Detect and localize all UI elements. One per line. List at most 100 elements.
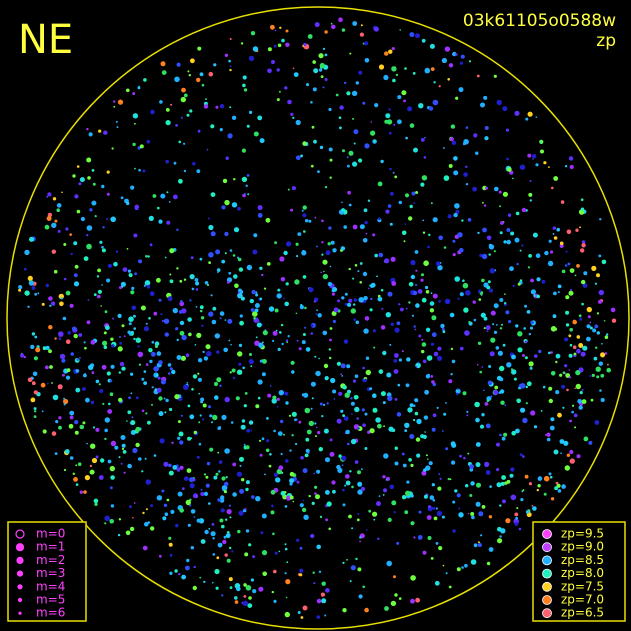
star: [254, 303, 260, 308]
star: [86, 320, 91, 325]
star: [509, 266, 514, 272]
star: [246, 174, 250, 177]
star: [418, 510, 422, 514]
star: [222, 178, 228, 184]
star: [489, 268, 495, 274]
star: [476, 363, 479, 366]
star: [511, 354, 516, 360]
star: [341, 28, 346, 32]
star: [564, 165, 568, 168]
star: [49, 304, 52, 307]
star: [173, 161, 177, 165]
star: [218, 460, 223, 464]
star: [161, 489, 165, 493]
star: [140, 305, 146, 311]
star: [106, 192, 110, 196]
star: [306, 83, 309, 87]
star: [258, 586, 264, 592]
star: [18, 285, 23, 290]
star: [574, 426, 577, 429]
star: [425, 285, 429, 290]
star: [467, 452, 470, 455]
star: [407, 407, 413, 413]
star: [493, 74, 497, 78]
star: [415, 597, 420, 603]
star: [259, 138, 265, 144]
star: [144, 521, 149, 527]
star: [153, 311, 158, 316]
star: [314, 422, 317, 425]
star: [74, 430, 79, 435]
star: [45, 283, 49, 288]
star: [134, 272, 138, 276]
star: [391, 428, 396, 433]
star: [569, 327, 573, 332]
star: [455, 209, 460, 214]
star: [265, 448, 270, 453]
star: [439, 477, 442, 480]
star: [139, 144, 144, 149]
star: [181, 487, 185, 490]
star: [501, 475, 506, 480]
star: [408, 301, 411, 304]
star: [404, 429, 408, 432]
star: [465, 165, 468, 168]
star: [548, 398, 553, 404]
star: [499, 365, 505, 372]
star: [331, 24, 336, 30]
star: [569, 343, 573, 347]
star: [68, 423, 74, 429]
star: [427, 536, 432, 540]
star: [200, 539, 206, 544]
star: [507, 213, 512, 217]
star: [438, 85, 441, 88]
star: [284, 611, 290, 618]
star: [586, 324, 591, 329]
star: [515, 211, 520, 216]
star: [398, 597, 402, 600]
star: [578, 314, 582, 318]
star: [244, 507, 247, 511]
star: [430, 375, 434, 378]
star: [285, 339, 289, 342]
star: [132, 447, 138, 454]
star: [289, 478, 295, 484]
star: [449, 312, 455, 318]
star: [101, 184, 105, 189]
star: [113, 261, 118, 267]
star: [255, 336, 258, 339]
star: [374, 103, 379, 108]
star: [335, 93, 339, 97]
star: [359, 224, 365, 230]
star: [431, 506, 436, 510]
zeropoint-label: zp=9.5: [561, 527, 604, 541]
star: [72, 326, 77, 331]
star: [388, 108, 391, 111]
star: [303, 230, 306, 233]
star: [502, 499, 506, 504]
star: [328, 348, 331, 351]
star: [203, 491, 209, 496]
star: [257, 396, 261, 400]
star: [338, 454, 342, 458]
star: [299, 305, 304, 310]
star: [84, 346, 87, 350]
star: [103, 345, 108, 350]
star: [432, 99, 439, 106]
star: [163, 397, 166, 400]
star: [178, 431, 184, 437]
star: [344, 302, 348, 306]
star: [555, 481, 559, 485]
star: [350, 413, 353, 415]
star: [300, 616, 304, 619]
star: [302, 333, 306, 336]
star: [522, 417, 528, 424]
star: [141, 409, 145, 413]
star: [213, 63, 217, 67]
star: [110, 504, 115, 508]
star: [88, 364, 94, 370]
star: [521, 490, 524, 493]
star: [217, 451, 220, 454]
star: [324, 614, 327, 617]
star: [436, 406, 439, 409]
